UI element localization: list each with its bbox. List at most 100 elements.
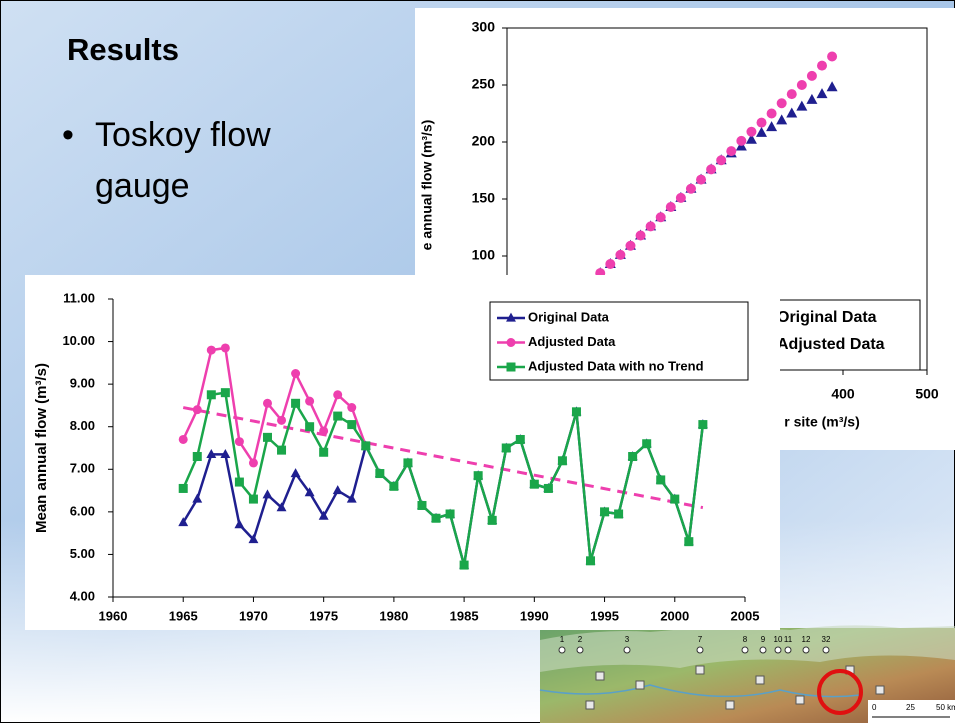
site-square (586, 701, 594, 709)
marker (460, 561, 469, 570)
marker (235, 478, 244, 487)
marker (507, 338, 516, 347)
marker (207, 390, 216, 399)
marker (615, 250, 625, 260)
legend-label: Adjusted Data (528, 334, 616, 349)
y-tick-label: 150 (472, 190, 496, 206)
marker (544, 484, 553, 493)
marker (827, 52, 837, 62)
site-square (756, 676, 764, 684)
y-axis-label: e annual flow (m³/s) (419, 120, 435, 251)
legend-label: Original Data (777, 309, 877, 326)
x-tick-label: 1975 (309, 608, 338, 623)
x-tick-label: 1960 (99, 608, 128, 623)
marker (614, 509, 623, 518)
marker (797, 80, 807, 90)
marker (698, 420, 707, 429)
site-marker (577, 647, 583, 653)
marker (319, 426, 328, 435)
marker (375, 469, 384, 478)
x-tick-label: 1985 (450, 608, 479, 623)
legend-label: Adjusted Data (777, 336, 885, 353)
legend-label: Original Data (528, 309, 610, 324)
y-tick-label: 7.00 (70, 461, 95, 476)
marker (305, 422, 314, 431)
site-square (596, 672, 604, 680)
site-label: 11 (784, 635, 793, 644)
site-label: 1 (560, 635, 565, 644)
marker (726, 146, 736, 156)
scale-label: 25 (906, 703, 915, 712)
y-tick-label: 250 (472, 76, 496, 92)
marker (757, 118, 767, 128)
marker (305, 397, 314, 406)
marker (446, 509, 455, 518)
marker (696, 175, 706, 185)
site-square (796, 696, 804, 704)
marker (347, 420, 356, 429)
x-tick-label: 1990 (520, 608, 549, 623)
marker (347, 403, 356, 412)
marker (807, 71, 817, 81)
marker (605, 259, 615, 269)
y-tick-label: 100 (472, 247, 496, 263)
y-tick-label: 10.00 (62, 333, 95, 348)
marker (656, 475, 665, 484)
marker (488, 516, 497, 525)
site-square (726, 701, 734, 709)
x-tick-label: 500 (915, 386, 939, 402)
y-tick-label: 5.00 (70, 546, 95, 561)
x-tick-label: 2000 (660, 608, 689, 623)
x-tick-label: 1965 (169, 608, 198, 623)
bullet-dot: • (62, 116, 74, 154)
y-tick-label: 8.00 (70, 418, 95, 433)
site-square (696, 666, 704, 674)
legend-label: Adjusted Data with no Trend (528, 358, 704, 373)
site-label: 8 (743, 635, 748, 644)
marker (179, 435, 188, 444)
y-axis-label: Mean annual flow (m³/s) (33, 363, 50, 533)
marker (600, 507, 609, 516)
marker (319, 448, 328, 457)
site-marker (624, 647, 630, 653)
marker (249, 458, 258, 467)
marker (670, 495, 679, 504)
marker (817, 61, 827, 71)
marker (686, 184, 696, 194)
site-label: 2 (578, 635, 583, 644)
marker (636, 230, 646, 240)
marker (628, 452, 637, 461)
marker (277, 416, 286, 425)
marker (432, 514, 441, 523)
marker (530, 480, 539, 489)
x-tick-label: 1995 (590, 608, 619, 623)
marker (642, 439, 651, 448)
marker (361, 441, 370, 450)
scale-label: 0 (872, 703, 877, 712)
marker (291, 369, 300, 378)
marker (787, 89, 797, 99)
site-marker (785, 647, 791, 653)
site-label: 10 (774, 635, 783, 644)
y-tick-label: 200 (472, 133, 496, 149)
marker (746, 127, 756, 137)
marker (263, 399, 272, 408)
scale-label: 50 km (936, 703, 955, 712)
site-marker (742, 647, 748, 653)
site-label: 3 (625, 635, 630, 644)
marker (333, 390, 342, 399)
y-tick-label: 6.00 (70, 503, 95, 518)
marker (277, 446, 286, 455)
marker (516, 435, 525, 444)
marker (767, 109, 777, 119)
marker (625, 241, 635, 251)
site-marker (760, 647, 766, 653)
y-tick-label: 4.00 (70, 588, 95, 603)
site-label: 7 (698, 635, 703, 644)
site-label: 12 (802, 635, 811, 644)
y-tick-label: 300 (472, 19, 496, 35)
marker (179, 484, 188, 493)
marker (221, 343, 230, 352)
